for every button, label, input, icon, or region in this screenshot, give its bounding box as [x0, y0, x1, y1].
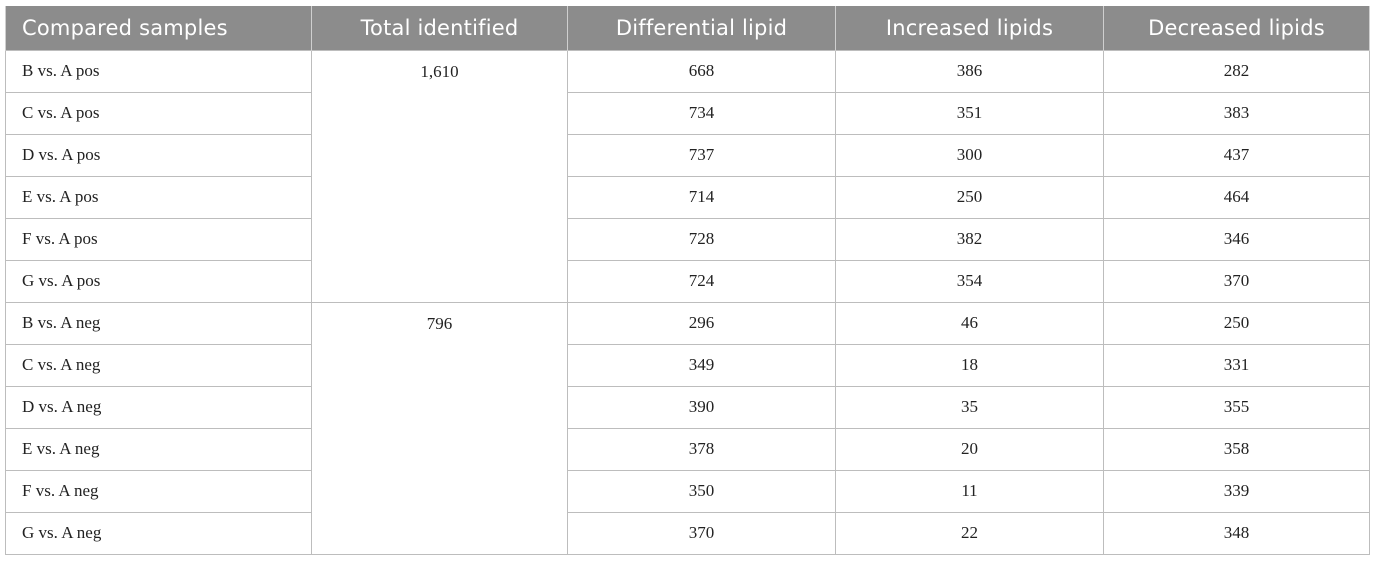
cell-increased-lipids: 382 — [835, 217, 1104, 261]
cell-differential-lipid: 734 — [567, 91, 836, 135]
cell-compared-samples: G vs. A neg — [5, 511, 312, 555]
table-row: D vs. A pos 737 300 437 — [5, 133, 1370, 177]
cell-increased-lipids: 386 — [835, 49, 1104, 93]
table-body: B vs. A pos 1,610 668 386 282 C vs. A pos 734 3… — [5, 49, 1370, 555]
cell-total-identified: 796 — [311, 301, 568, 555]
cell-compared-samples: B vs. A neg — [5, 301, 312, 345]
cell-increased-lipids: 300 — [835, 133, 1104, 177]
cell-compared-samples: D vs. A pos — [5, 133, 312, 177]
cell-decreased-lipids: 250 — [1103, 301, 1370, 345]
cell-increased-lipids: 35 — [835, 385, 1104, 429]
cell-differential-lipid: 370 — [567, 511, 836, 555]
header-increased-lipids: Increased lipids — [835, 6, 1104, 50]
cell-increased-lipids: 46 — [835, 301, 1104, 345]
cell-decreased-lipids: 383 — [1103, 91, 1370, 135]
cell-increased-lipids: 22 — [835, 511, 1104, 555]
cell-increased-lipids: 11 — [835, 469, 1104, 513]
cell-compared-samples: F vs. A pos — [5, 217, 312, 261]
cell-decreased-lipids: 348 — [1103, 511, 1370, 555]
cell-decreased-lipids: 282 — [1103, 49, 1370, 93]
cell-increased-lipids: 354 — [835, 259, 1104, 303]
cell-compared-samples: D vs. A neg — [5, 385, 312, 429]
cell-increased-lipids: 18 — [835, 343, 1104, 387]
cell-total-identified: 1,610 — [311, 49, 568, 303]
table-row: B vs. A neg 796 296 46 250 — [5, 301, 1370, 555]
cell-compared-samples: G vs. A pos — [5, 259, 312, 303]
header-row: Compared samples Total identified Differ… — [5, 6, 1370, 50]
cell-differential-lipid: 728 — [567, 217, 836, 261]
table-header: Compared samples Total identified Differ… — [5, 6, 1370, 50]
cell-compared-samples: B vs. A pos — [5, 49, 312, 93]
cell-differential-lipid: 378 — [567, 427, 836, 471]
lipid-comparison-table: Compared samples Total identified Differ… — [5, 6, 1370, 555]
table-row: D vs. A neg 390 35 355 — [5, 385, 1370, 429]
cell-increased-lipids: 250 — [835, 175, 1104, 219]
table-row: B vs. A pos 1,610 668 386 282 — [5, 49, 1370, 303]
cell-differential-lipid: 349 — [567, 343, 836, 387]
table-row: E vs. A neg 378 20 358 — [5, 427, 1370, 471]
cell-compared-samples: C vs. A pos — [5, 91, 312, 135]
cell-differential-lipid: 296 — [567, 301, 836, 345]
table-row: G vs. A pos 724 354 370 — [5, 259, 1370, 303]
cell-differential-lipid: 724 — [567, 259, 836, 303]
cell-differential-lipid: 714 — [567, 175, 836, 219]
cell-decreased-lipids: 339 — [1103, 469, 1370, 513]
cell-compared-samples: C vs. A neg — [5, 343, 312, 387]
cell-decreased-lipids: 370 — [1103, 259, 1370, 303]
table-row: G vs. A neg 370 22 348 — [5, 511, 1370, 555]
table-row: F vs. A pos 728 382 346 — [5, 217, 1370, 261]
header-decreased-lipids: Decreased lipids — [1103, 6, 1370, 50]
cell-differential-lipid: 350 — [567, 469, 836, 513]
cell-increased-lipids: 20 — [835, 427, 1104, 471]
cell-decreased-lipids: 355 — [1103, 385, 1370, 429]
cell-increased-lipids: 351 — [835, 91, 1104, 135]
cell-differential-lipid: 737 — [567, 133, 836, 177]
cell-differential-lipid: 390 — [567, 385, 836, 429]
cell-decreased-lipids: 346 — [1103, 217, 1370, 261]
table-row: C vs. A neg 349 18 331 — [5, 343, 1370, 387]
cell-decreased-lipids: 464 — [1103, 175, 1370, 219]
cell-compared-samples: E vs. A pos — [5, 175, 312, 219]
table-row: F vs. A neg 350 11 339 — [5, 469, 1370, 513]
cell-decreased-lipids: 331 — [1103, 343, 1370, 387]
header-differential-lipid: Differential lipid — [567, 6, 836, 50]
cell-compared-samples: F vs. A neg — [5, 469, 312, 513]
cell-decreased-lipids: 358 — [1103, 427, 1370, 471]
cell-compared-samples: E vs. A neg — [5, 427, 312, 471]
table-row: E vs. A pos 714 250 464 — [5, 175, 1370, 219]
header-total-identified: Total identified — [311, 6, 568, 50]
header-compared-samples: Compared samples — [5, 6, 312, 50]
table-row: C vs. A pos 734 351 383 — [5, 91, 1370, 135]
cell-differential-lipid: 668 — [567, 49, 836, 93]
cell-decreased-lipids: 437 — [1103, 133, 1370, 177]
